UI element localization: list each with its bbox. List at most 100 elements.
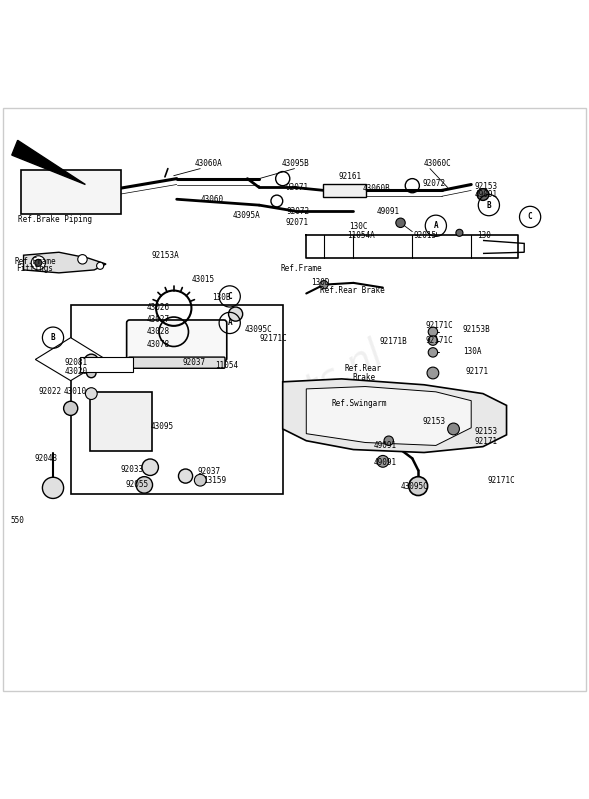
Text: 43010: 43010 — [64, 387, 87, 396]
Circle shape — [87, 368, 96, 378]
Text: 92081: 92081 — [64, 358, 87, 367]
Circle shape — [448, 423, 459, 435]
Circle shape — [377, 455, 389, 467]
Text: 49091: 49091 — [474, 190, 497, 199]
Text: Ref.Swingarm: Ref.Swingarm — [331, 400, 386, 408]
FancyBboxPatch shape — [127, 320, 227, 361]
Text: 92171: 92171 — [465, 367, 488, 376]
Text: C: C — [227, 292, 232, 301]
Text: 92071: 92071 — [286, 183, 309, 192]
Circle shape — [142, 459, 158, 475]
Circle shape — [64, 401, 78, 415]
FancyBboxPatch shape — [323, 184, 366, 197]
Circle shape — [409, 477, 428, 495]
Text: Brake: Brake — [352, 372, 375, 382]
Text: B: B — [51, 333, 55, 342]
Circle shape — [477, 189, 489, 201]
Text: B: B — [487, 201, 491, 209]
Text: Ref.Frame: Ref.Frame — [14, 256, 56, 265]
Text: 92071: 92071 — [286, 218, 309, 227]
Circle shape — [78, 255, 87, 264]
Text: Ref.Brake Piping: Ref.Brake Piping — [18, 216, 92, 225]
Text: 130B: 130B — [212, 292, 230, 301]
Text: 550: 550 — [10, 515, 24, 525]
Text: 92171: 92171 — [474, 437, 497, 447]
Text: 92072: 92072 — [287, 206, 310, 216]
Text: 92022: 92022 — [38, 387, 61, 396]
Text: Fittings: Fittings — [16, 264, 54, 272]
Circle shape — [97, 262, 104, 269]
Text: A: A — [227, 319, 232, 328]
Circle shape — [396, 218, 405, 228]
FancyBboxPatch shape — [21, 170, 121, 214]
Text: 43095: 43095 — [150, 422, 173, 431]
Circle shape — [136, 477, 153, 493]
Circle shape — [88, 358, 95, 365]
Text: 130A: 130A — [463, 347, 481, 356]
Text: 92153: 92153 — [474, 427, 497, 436]
Text: 92037: 92037 — [197, 467, 220, 476]
Text: 130: 130 — [477, 231, 491, 240]
Text: 43015: 43015 — [191, 276, 214, 284]
Text: 92153: 92153 — [474, 182, 497, 191]
Text: 92153B: 92153B — [463, 325, 491, 335]
Text: Ref.Frame: Ref.Frame — [280, 264, 322, 272]
Text: 43095C: 43095C — [244, 325, 272, 335]
Text: 92153A: 92153A — [152, 251, 180, 260]
Bar — [80, 357, 133, 372]
Text: 92015: 92015 — [413, 231, 436, 240]
Text: 49091: 49091 — [374, 441, 397, 450]
Text: 130D: 130D — [311, 278, 329, 288]
Text: 43095A: 43095A — [233, 211, 260, 220]
Circle shape — [85, 388, 97, 400]
Circle shape — [428, 327, 438, 336]
Circle shape — [229, 307, 243, 321]
FancyBboxPatch shape — [90, 392, 152, 451]
Text: 43060B: 43060B — [362, 184, 390, 193]
Polygon shape — [35, 338, 106, 380]
Circle shape — [427, 367, 439, 379]
Text: 43095B: 43095B — [282, 159, 309, 169]
Text: 43095C: 43095C — [401, 482, 428, 491]
Text: 49091: 49091 — [377, 206, 400, 216]
Polygon shape — [24, 252, 106, 273]
Text: 92171C: 92171C — [425, 321, 453, 330]
Text: 92072: 92072 — [422, 179, 445, 188]
Text: 92033: 92033 — [121, 464, 144, 474]
Circle shape — [42, 477, 64, 499]
Text: 92037: 92037 — [183, 359, 206, 368]
Text: 43020: 43020 — [64, 367, 87, 376]
Text: 92171B: 92171B — [380, 337, 408, 346]
Text: Ref.Rear Brake: Ref.Rear Brake — [320, 286, 385, 295]
Text: 43026: 43026 — [147, 303, 170, 312]
Text: 13159: 13159 — [203, 476, 226, 485]
Text: C: C — [528, 213, 532, 221]
Text: 43078: 43078 — [147, 340, 170, 348]
Text: 92171C: 92171C — [259, 334, 287, 343]
Circle shape — [35, 260, 42, 266]
Circle shape — [320, 280, 328, 288]
Circle shape — [84, 354, 98, 368]
Text: 92055: 92055 — [125, 480, 148, 489]
Circle shape — [178, 469, 193, 483]
Text: 92171C: 92171C — [425, 336, 453, 345]
Polygon shape — [283, 379, 507, 452]
Text: 11054: 11054 — [215, 361, 238, 371]
Text: 92153: 92153 — [423, 417, 446, 427]
Polygon shape — [306, 387, 471, 445]
Circle shape — [456, 229, 463, 237]
Text: 43060: 43060 — [200, 195, 223, 204]
Polygon shape — [12, 141, 85, 185]
Text: 11054A: 11054A — [348, 231, 375, 240]
Text: 43060A: 43060A — [194, 159, 222, 169]
Text: 43027: 43027 — [147, 315, 170, 324]
Text: A: A — [434, 221, 438, 230]
Text: 92161: 92161 — [339, 173, 362, 181]
Circle shape — [428, 336, 438, 345]
Text: fmparts.nl: fmparts.nl — [198, 333, 391, 466]
Bar — [71, 305, 283, 494]
Text: 43028: 43028 — [147, 328, 170, 336]
Circle shape — [194, 475, 206, 486]
Circle shape — [428, 348, 438, 357]
Circle shape — [31, 256, 45, 270]
